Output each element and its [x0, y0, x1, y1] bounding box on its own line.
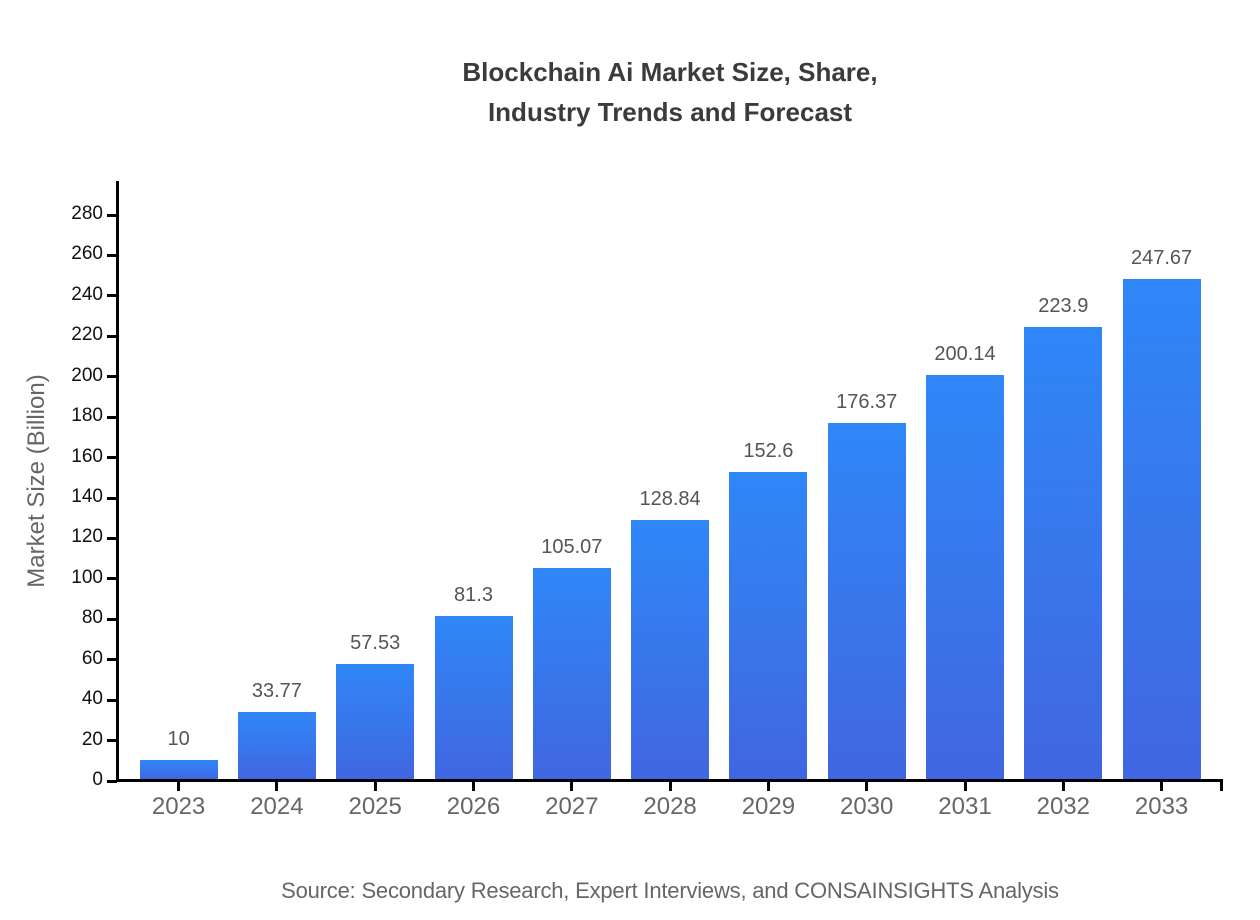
- x-tick-mark: [1061, 780, 1065, 791]
- y-tick-label: 0: [92, 769, 103, 790]
- bar-value-label-2031: 200.14: [934, 343, 996, 366]
- x-tick-mark: [865, 780, 869, 791]
- y-tick-label: 100: [71, 566, 103, 588]
- y-tick-label: 200: [71, 364, 103, 386]
- x-tick-label-2029: 2029: [741, 793, 796, 820]
- y-tick-label: 60: [81, 647, 103, 669]
- x-tick-label-2024: 2024: [250, 793, 304, 820]
- y-tick-label: 280: [71, 203, 103, 224]
- x-tick-label-2031: 2031: [938, 793, 992, 820]
- x-axis-end-tick-mark: [1220, 780, 1223, 791]
- y-tick-label: 160: [71, 445, 103, 467]
- y-tick-mark: [107, 456, 117, 460]
- x-tick-label-2023: 2023: [151, 793, 206, 820]
- bar-value-label-2027: 105.07: [541, 535, 603, 558]
- bar-value-label-2032: 223.9: [1038, 295, 1089, 318]
- bar-2028: [631, 519, 710, 780]
- bar-value-label-2023: 10: [167, 727, 190, 750]
- bar-2024: [237, 711, 316, 780]
- y-tick-label: 20: [81, 728, 103, 750]
- x-tick-mark: [373, 780, 377, 791]
- y-tick-mark: [107, 577, 117, 581]
- y-tick-mark: [107, 334, 117, 338]
- bar-value-label-2024: 33.77: [251, 679, 302, 702]
- x-tick-mark: [472, 780, 475, 791]
- chart-title: Blockchain Ai Market Size, Share, Indust…: [80, 52, 1260, 132]
- y-tick-mark: [107, 375, 117, 379]
- y-tick-mark: [107, 253, 117, 257]
- bar-2023: [139, 759, 218, 780]
- x-tick-label-2026: 2026: [446, 793, 501, 820]
- chart-title-line-1: Blockchain Ai Market Size, Share,: [462, 57, 878, 87]
- y-tick-label: 40: [81, 688, 103, 710]
- bar-2029: [729, 471, 808, 780]
- y-tick-label: 240: [71, 283, 103, 305]
- bar-2032: [1024, 327, 1103, 780]
- x-tick-mark: [963, 780, 967, 791]
- y-tick-label: 120: [71, 526, 103, 548]
- y-tick-mark: [107, 536, 117, 540]
- source-note: Source: Secondary Research, Expert Inter…: [281, 878, 1059, 903]
- y-tick-mark: [107, 698, 117, 702]
- bar-value-label-2026: 81.3: [454, 583, 493, 606]
- x-axis-line: [116, 779, 1223, 782]
- bar-value-label-2025: 57.53: [350, 631, 401, 654]
- x-tick-label-2032: 2032: [1036, 793, 1090, 820]
- x-tick-mark: [1160, 780, 1164, 791]
- bar-2026: [434, 615, 513, 780]
- bar-2027: [532, 567, 611, 780]
- y-tick-mark: [107, 294, 117, 298]
- x-tick-mark: [668, 780, 672, 791]
- y-tick-mark: [107, 739, 117, 743]
- bar-2033: [1122, 279, 1201, 780]
- y-tick-label: 260: [71, 243, 103, 265]
- bar-value-label-2030: 176.37: [836, 391, 898, 414]
- y-axis-line: [116, 181, 119, 782]
- y-tick-mark: [107, 213, 117, 217]
- bar-value-label-2028: 128.84: [639, 487, 701, 510]
- bar-2025: [336, 663, 415, 780]
- y-tick-label: 180: [71, 405, 103, 427]
- x-tick-label-2027: 2027: [545, 793, 599, 820]
- y-tick-mark: [107, 617, 117, 621]
- y-tick-label: 140: [71, 486, 103, 507]
- x-tick-mark: [275, 780, 279, 791]
- bar-value-label-2029: 152.6: [743, 439, 794, 462]
- x-tick-label-2033: 2033: [1134, 793, 1189, 820]
- chart-title-line-2: Industry Trends and Forecast: [487, 97, 853, 127]
- y-tick-label: 80: [81, 607, 103, 629]
- x-tick-label-2030: 2030: [839, 793, 894, 820]
- x-tick-label-2025: 2025: [348, 793, 402, 820]
- y-tick-label: 220: [71, 324, 103, 346]
- bar-value-label-2033: 247.67: [1131, 247, 1193, 270]
- y-tick-mark: [107, 496, 117, 500]
- x-tick-mark: [570, 780, 574, 791]
- x-tick-mark: [766, 780, 770, 791]
- y-tick-mark: [107, 658, 117, 662]
- y-tick-mark: [107, 415, 117, 419]
- bar-2031: [926, 375, 1004, 780]
- y-tick-mark: [107, 779, 117, 783]
- x-tick-label-2028: 2028: [643, 793, 697, 820]
- bar-2030: [827, 423, 906, 780]
- x-tick-mark: [177, 780, 181, 791]
